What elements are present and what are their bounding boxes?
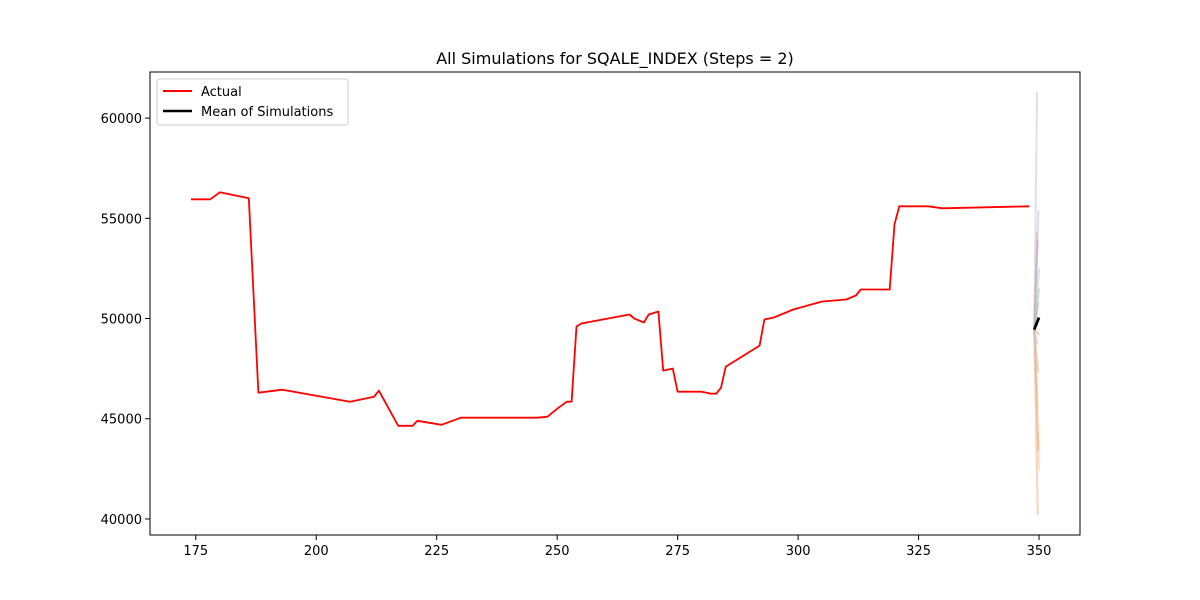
series-line-actual	[191, 191, 1030, 427]
series-line-mean	[1032, 316, 1041, 331]
x-tick-label: 225	[424, 544, 449, 559]
y-tick-label: 40000	[101, 513, 142, 528]
x-tick-label: 250	[545, 544, 570, 559]
y-tick-label: 55000	[101, 212, 142, 227]
y-tick-label: 60000	[101, 112, 142, 127]
simulation-line	[1033, 328, 1040, 336]
axes: 175 200 225 250 275 300 325 350 40000 45000 50000 5…	[101, 112, 1052, 559]
legend-box	[156, 78, 349, 126]
legend-label-mean: Mean of Simulations	[201, 105, 333, 120]
x-tick-label: 175	[183, 544, 208, 559]
chart-title: All Simulations for SQALE_INDEX (Steps =…	[436, 49, 794, 69]
simulation-line	[1033, 329, 1039, 409]
legend: Actual Mean of Simulations	[156, 78, 349, 126]
x-tick-label: 200	[304, 544, 329, 559]
plot-frame	[149, 71, 1081, 536]
plot-area	[191, 92, 1041, 515]
y-tick-label: 45000	[101, 413, 142, 428]
y-tick-label: 50000	[101, 313, 142, 328]
x-tick-label: 275	[665, 544, 690, 559]
x-tick-label: 300	[786, 544, 811, 559]
legend-label-actual: Actual	[201, 85, 242, 100]
x-tick-label: 350	[1027, 544, 1052, 559]
x-tick-label: 325	[906, 544, 931, 559]
